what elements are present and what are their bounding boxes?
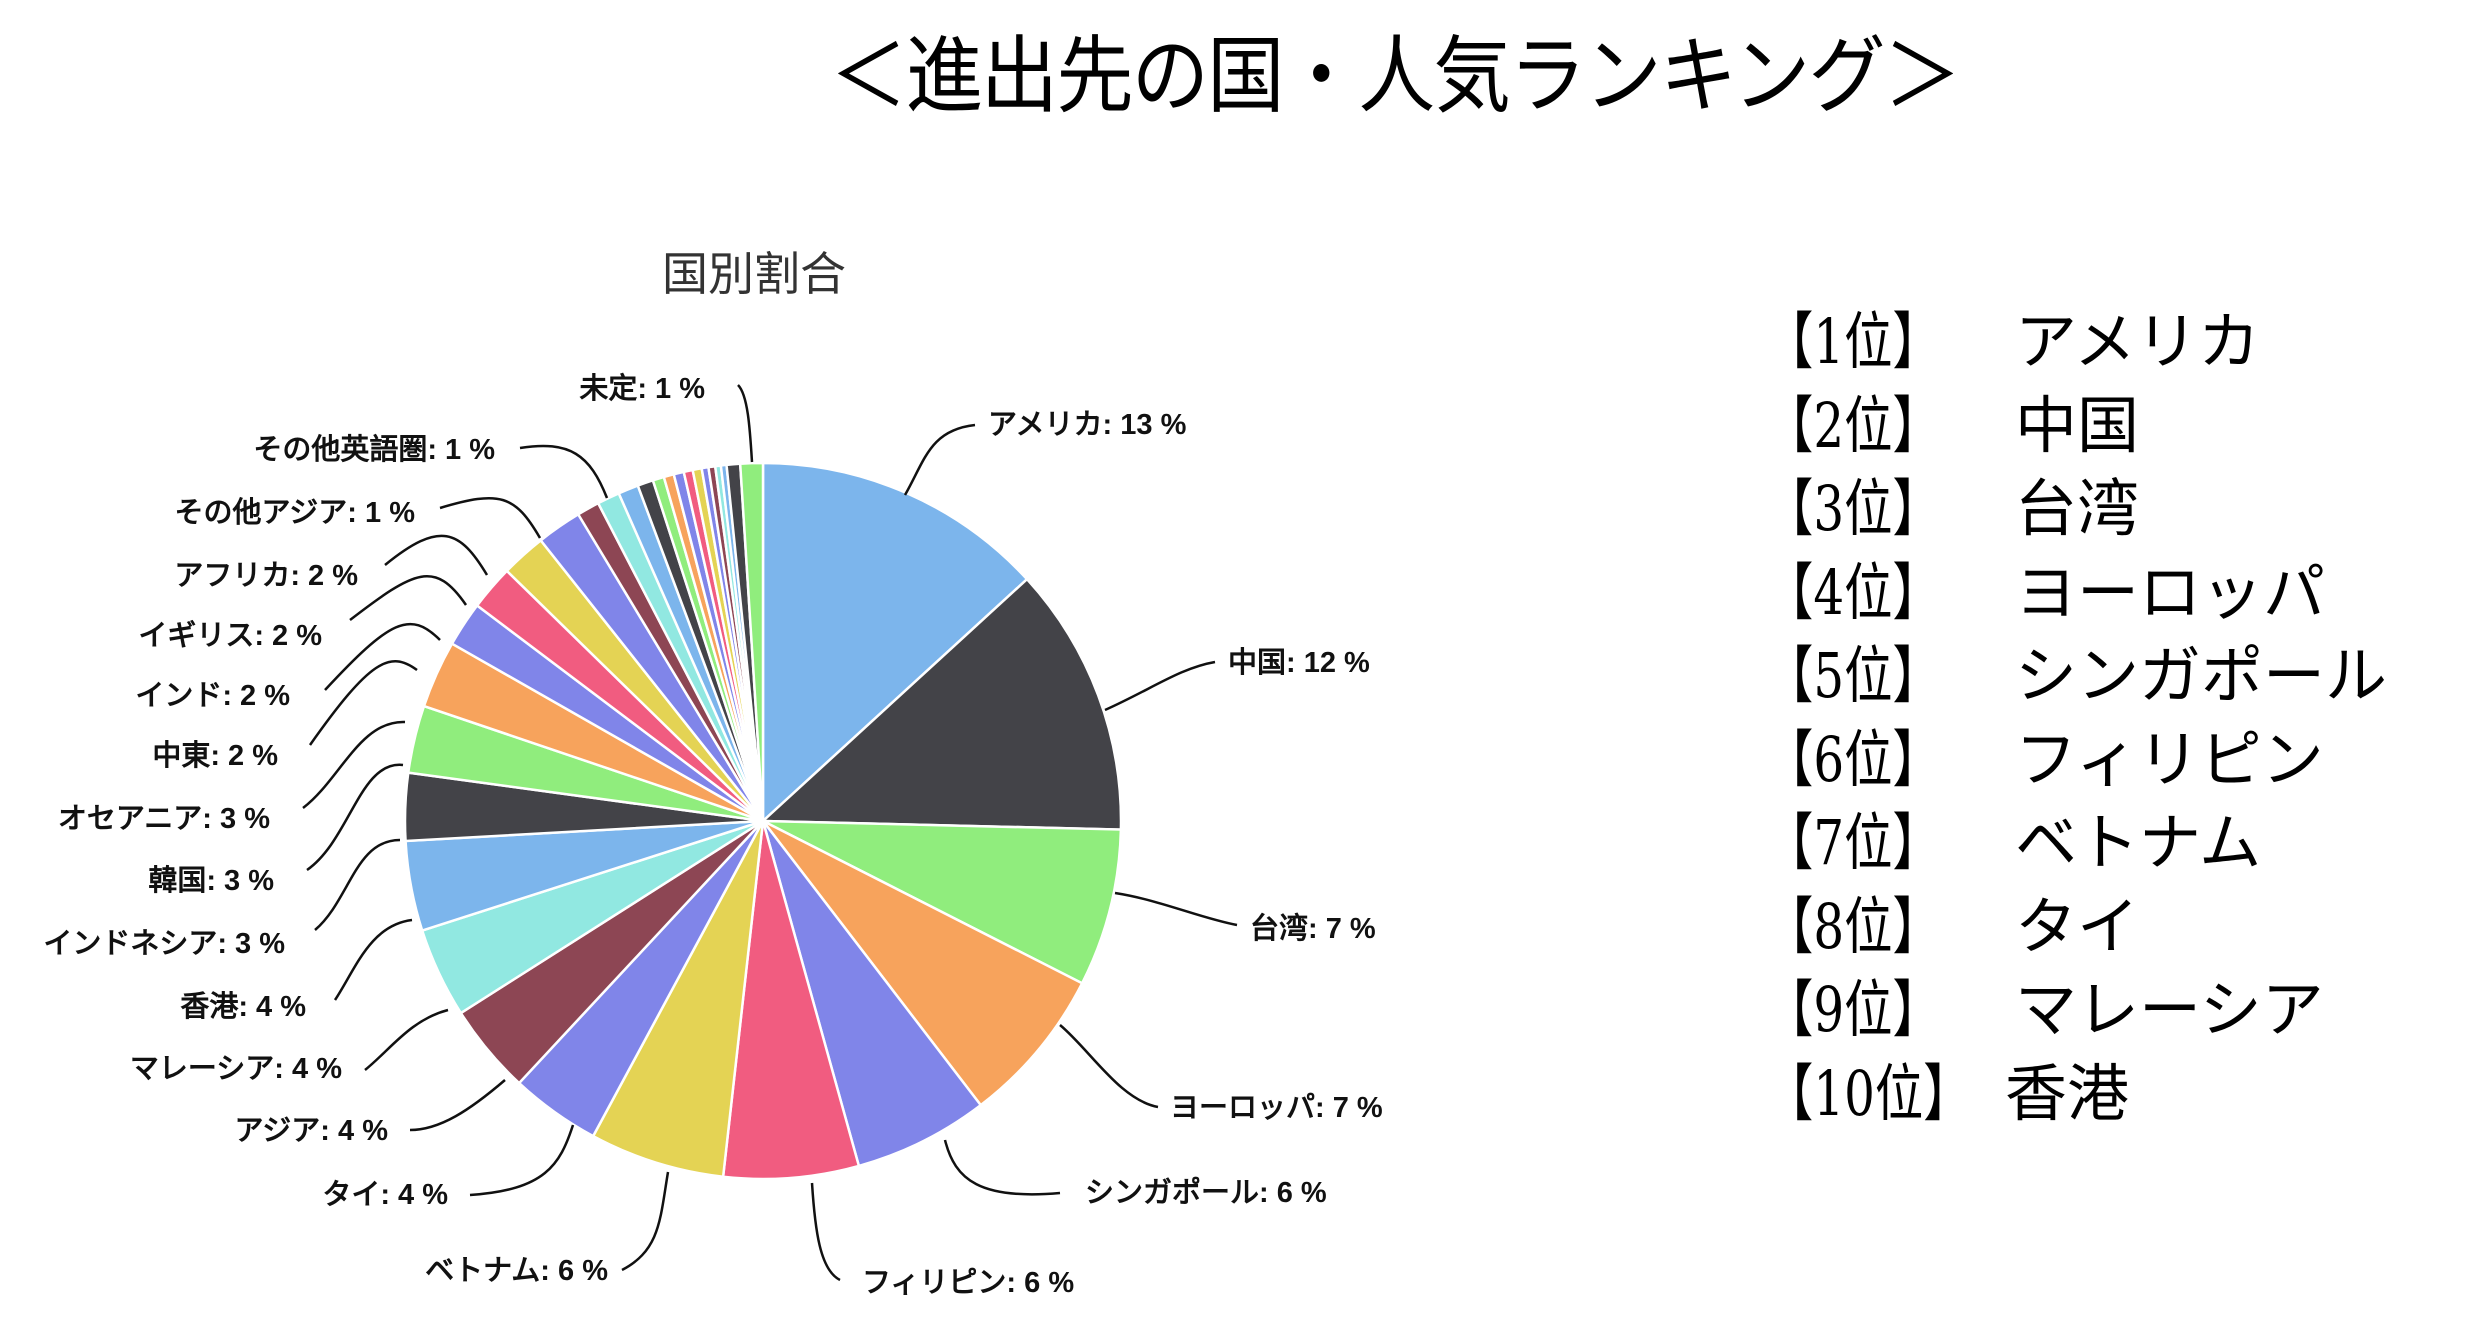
rank-position: 【5位】 <box>1765 639 1941 712</box>
rank-country: タイ <box>2015 889 2140 963</box>
pie-slice[interactable] <box>591 820 765 1179</box>
label-connector-line <box>1104 660 1216 712</box>
data-label: アメリカ: 13 % <box>988 409 1187 441</box>
label-connector-line <box>333 918 413 1001</box>
rank-position: 【6位】 <box>1765 722 1941 796</box>
pie-slice[interactable] <box>761 820 983 1168</box>
data-labels: アメリカ: 13 % 中国: 12 % 台湾: 7 % ヨーロッパ: 7 % シンガポー… <box>43 371 1383 1299</box>
data-label: その他アジア: 1 % <box>174 496 415 529</box>
rank-position: 【1位】 <box>1765 305 1941 378</box>
rank-country: ベトナム <box>2015 806 2262 879</box>
ranking-item: 【5位】 シンガポール <box>1765 634 2387 718</box>
rank-country: シンガポール <box>2015 639 2388 712</box>
ranking-item: 【10位】 香港 <box>1765 1052 2387 1136</box>
pie-slice[interactable] <box>759 577 1123 831</box>
data-label: 韓国: 3 % <box>148 864 274 897</box>
label-connector-line <box>469 1124 575 1197</box>
label-connector-line <box>306 763 404 872</box>
label-connector-line <box>349 575 468 621</box>
label-connector-line <box>302 720 406 809</box>
rank-country: マレーシア <box>2015 973 2324 1046</box>
label-connector-line <box>737 384 754 463</box>
ranking-item: 【6位】 フィリピン <box>1765 718 2387 802</box>
pie-slice[interactable] <box>762 819 1123 985</box>
label-connector-line <box>943 1139 1061 1196</box>
pie-slices <box>403 461 1123 1181</box>
ranking-item: 【3位】 台湾 <box>1765 467 2387 551</box>
label-connector-line <box>384 534 489 576</box>
data-label: フィリピン: 6 % <box>862 1267 1074 1299</box>
rank-country: ヨーロッパ <box>2015 555 2326 629</box>
data-label: イギリス: 2 % <box>138 619 322 652</box>
rank-position: 【2位】 <box>1765 388 1941 462</box>
rank-position: 【10位】 <box>1765 1056 1972 1130</box>
label-connector-line <box>810 1182 841 1282</box>
ranking-item: 【7位】 ベトナム <box>1765 801 2387 885</box>
label-connector-line <box>439 496 542 539</box>
label-connector-line <box>324 623 441 691</box>
data-label: 台湾: 7 % <box>1250 911 1376 945</box>
data-label: アジア: 4 % <box>234 1115 388 1147</box>
label-connector-line <box>308 660 418 746</box>
rank-position: 【7位】 <box>1765 806 1941 879</box>
rank-position: 【4位】 <box>1765 555 1941 629</box>
data-label: インドネシア: 3 % <box>43 928 285 960</box>
data-label: シンガポール: 6 % <box>1085 1176 1327 1209</box>
label-connector-line <box>519 444 609 499</box>
data-label: タイ: 4 % <box>322 1178 448 1211</box>
label-connector-line <box>1059 1024 1159 1109</box>
data-label: 中東: 2 % <box>152 739 278 772</box>
data-label: その他英語圏: 1 % <box>253 432 495 466</box>
data-label: インド: 2 % <box>135 680 290 712</box>
ranking-item: 【1位】 アメリカ <box>1765 300 2387 384</box>
rank-position: 【8位】 <box>1765 889 1941 963</box>
data-label: ヨーロッパ: 7 % <box>1170 1092 1383 1124</box>
pie-slice[interactable] <box>738 461 765 822</box>
ranking-item: 【4位】 ヨーロッパ <box>1765 551 2387 635</box>
data-label: ベトナム: 6 % <box>425 1255 608 1287</box>
label-connector-line <box>621 1171 670 1272</box>
ranking-list: 【1位】 アメリカ 【2位】 中国 【3位】 台湾 【4位】 ヨーロッパ 【5位】 シンガ… <box>1765 300 2387 1135</box>
ranking-item: 【9位】 マレーシア <box>1765 968 2387 1052</box>
rank-position: 【9位】 <box>1765 973 1941 1046</box>
rank-country: 台湾 <box>2015 472 2140 545</box>
data-label: 中国: 12 % <box>1228 646 1370 679</box>
label-connectors <box>302 384 1238 1282</box>
pie-slice[interactable] <box>762 819 1084 1107</box>
data-label: マレーシア: 4 % <box>130 1053 342 1085</box>
rank-country: アメリカ <box>2015 305 2260 378</box>
rank-position: 【3位】 <box>1765 472 1941 545</box>
rank-country: 中国 <box>2015 388 2140 462</box>
data-label: オセアニア: 3 % <box>58 803 270 835</box>
chart-title: 国別割合 <box>662 247 846 301</box>
label-connector-line <box>364 1008 449 1071</box>
label-connector-line <box>903 423 976 496</box>
page-title: ＜進出先の国・人気ランキング＞ <box>830 27 1961 125</box>
label-connector-line <box>409 1079 506 1132</box>
ranking-item: 【2位】 中国 <box>1765 384 2387 468</box>
data-label: 未定: 1 % <box>579 371 705 405</box>
rank-country: 香港 <box>2005 1056 2130 1130</box>
data-label: 香港: 4 % <box>180 990 306 1023</box>
rank-country: フィリピン <box>2015 722 2324 796</box>
label-connector-line <box>1114 891 1238 927</box>
ranking-item: 【8位】 タイ <box>1765 885 2387 969</box>
label-connector-line <box>314 838 401 931</box>
pie-slice[interactable] <box>721 820 861 1181</box>
data-label: アフリカ: 2 % <box>174 560 358 592</box>
